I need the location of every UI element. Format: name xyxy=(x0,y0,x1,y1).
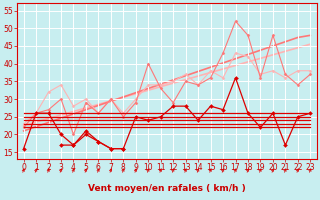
X-axis label: Vent moyen/en rafales ( km/h ): Vent moyen/en rafales ( km/h ) xyxy=(88,184,246,193)
